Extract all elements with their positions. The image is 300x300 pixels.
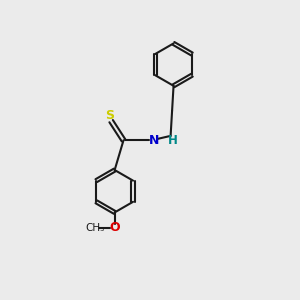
Text: S: S (105, 109, 114, 122)
Text: N: N (149, 134, 160, 147)
Text: H: H (168, 134, 178, 147)
Text: O: O (110, 221, 120, 234)
Text: CH₃: CH₃ (85, 223, 104, 233)
